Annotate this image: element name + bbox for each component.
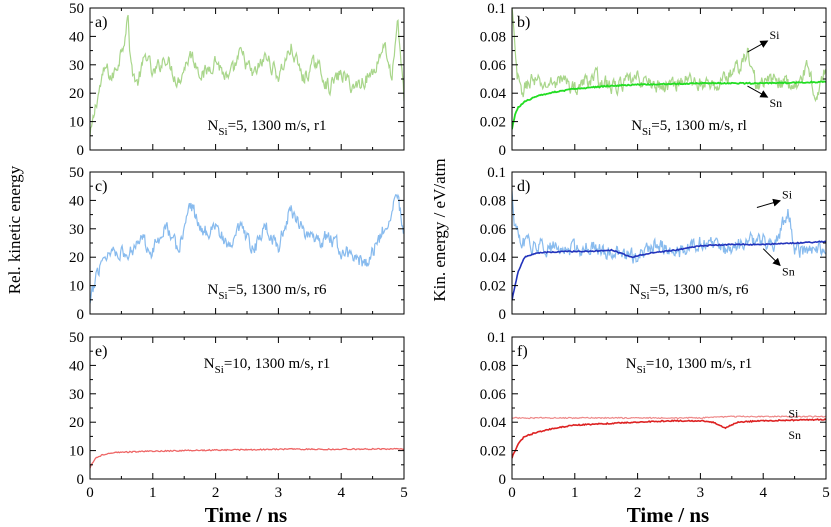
y-tick-label-e: 10 [69,444,84,460]
y-axis-title-right: Kin. energy / eV/atm [430,158,449,301]
y-tick-label-e: 20 [69,415,84,431]
panel-d: 0 0.02 0.04 0.06 0.08 0.1 d) NSi=5, 1300 m/s, r… [480,165,827,323]
series-label-f-1: Sn [788,428,801,442]
y-tick-label-c: 40 [69,193,84,209]
x-tick-label-e: 1 [149,485,157,501]
series-line-d-0 [512,191,826,264]
series-label-b-1: Sn [769,96,782,110]
x-tick-label-f: 1 [571,485,579,501]
series-arrow-b-1 [747,85,769,98]
y-tick-label-e: 0 [77,472,85,488]
x-tick-label-f: 4 [759,485,767,501]
y-tick-label-b: 0.04 [480,86,507,102]
x-tick-label-f: 0 [508,485,516,501]
y-tick-label-e: 40 [69,358,84,374]
series-line-f-1 [512,418,826,459]
y-tick-label-c: 0 [77,307,85,323]
y-tick-label-b: 0.08 [480,29,506,45]
x-tick-label-f: 2 [634,485,642,501]
y-tick-label-a: 50 [69,1,84,17]
panel-annotation-b: NSi=5, 1300 m/s, rl [631,118,747,138]
x-axis-title-right: Time / ns [627,503,709,527]
series-line-b-1 [512,80,826,130]
y-tick-label-a: 20 [69,86,84,102]
series-line-c-0 [90,193,404,304]
x-tick-label-e: 4 [337,485,345,501]
panel-annotation-f: NSi=10, 1300 m/s, r1 [626,356,752,376]
y-axis-title-left: Rel. kinetic energy [5,165,24,294]
y-tick-label-f: 0.06 [480,387,507,403]
y-tick-label-e: 50 [69,330,84,346]
panel-label-d: d) [517,178,530,195]
panel-label-c: c) [95,178,107,195]
x-tick-label-f: 5 [822,485,830,501]
y-tick-label-f: 0.04 [480,415,507,431]
panel-annotation-c: NSi=5, 1300 m/s, r6 [208,282,327,302]
x-tick-label-e: 5 [400,485,408,501]
y-tick-label-c: 10 [69,279,84,295]
panel-annotation-a: NSi=5, 1300 m/s, r1 [208,118,327,138]
panel-a: 0 10 20 30 40 50 a) NSi=5, 1300 m/s, r1 [69,1,405,159]
y-tick-label-b: 0.02 [480,115,506,131]
y-tick-label-f: 0.1 [487,330,506,346]
panel-annotation-e: NSi=10, 1300 m/s, r1 [204,356,330,376]
y-tick-label-f: 0.08 [480,358,506,374]
y-tick-label-d: 0.08 [480,193,506,209]
y-tick-label-c: 30 [69,222,84,238]
y-tick-label-c: 50 [69,165,84,181]
series-line-d-1 [512,240,826,301]
y-tick-label-d: 0.1 [487,165,506,181]
series-arrow-b-0 [747,40,769,53]
y-tick-label-b: 0 [499,143,507,159]
series-line-e-0 [90,447,404,469]
y-tick-label-d: 0.04 [480,250,507,266]
y-tick-label-a: 30 [69,58,84,74]
y-tick-label-b: 0.06 [480,58,507,74]
panel-annotation-d: NSi=5, 1300 m/s, r6 [630,282,749,302]
x-axis-title-left: Time / ns [205,503,287,527]
y-tick-label-d: 0 [499,307,507,323]
y-tick-label-b: 0.1 [487,1,506,17]
series-arrow-d-0 [756,198,781,208]
y-tick-label-c: 20 [69,250,84,266]
panel-label-e: e) [95,343,107,360]
y-tick-label-f: 0.02 [480,444,506,460]
series-line-b-0 [512,8,826,103]
y-tick-label-f: 0 [499,472,507,488]
series-arrow-d-1 [762,248,781,267]
y-tick-label-e: 30 [69,387,84,403]
panel-b: 0 0.02 0.04 0.06 0.08 0.1 b) NSi=5, 1300 m/s, r… [480,1,827,159]
panel-f: 0 1 2 3 4 5 0 0.02 0.04 0.06 0.08 0.1 f) NSi=10, 1300… [480,330,830,501]
series-label-d-1: Sn [782,264,795,278]
panel-c: 0 10 20 30 40 50 c) NSi=5, 1300 m/s, r6 [69,165,405,323]
y-tick-label-a: 0 [77,143,85,159]
y-tick-label-d: 0.02 [480,279,506,295]
series-label-b-0: Si [769,28,780,42]
series-label-f-0: Si [788,407,799,421]
x-tick-label-e: 0 [86,485,94,501]
series-line-f-0 [512,415,826,420]
y-tick-label-a: 10 [69,115,84,131]
panel-label-a: a) [95,14,107,31]
x-tick-label-f: 3 [697,485,705,501]
x-tick-label-e: 2 [212,485,220,501]
series-line-a-0 [90,14,404,138]
series-label-d-0: Si [782,188,793,202]
panel-label-f: f) [517,343,528,360]
y-tick-label-a: 40 [69,29,84,45]
x-tick-label-e: 3 [275,485,283,501]
y-tick-label-d: 0.06 [480,222,507,238]
panel-label-b: b) [517,14,530,31]
